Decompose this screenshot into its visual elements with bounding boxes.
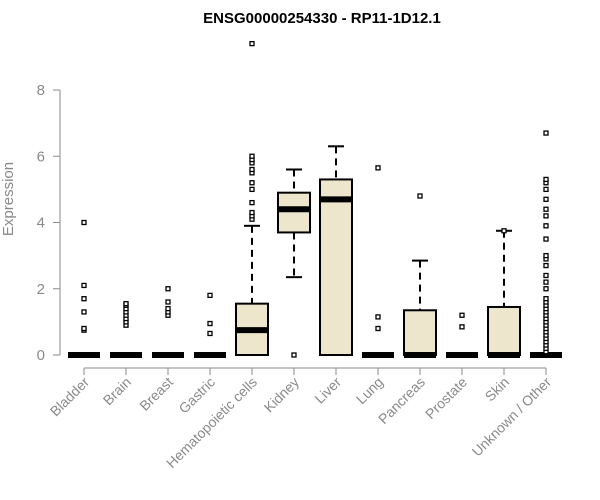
outlier-point xyxy=(165,299,171,305)
outlier-point xyxy=(249,40,255,47)
x-tick-label: Prostate xyxy=(422,374,470,422)
outlier-point xyxy=(81,309,87,315)
outlier-point xyxy=(249,186,255,193)
y-tick-label: 2 xyxy=(37,281,45,298)
outlier-point xyxy=(543,130,549,136)
y-axis: 0 2 4 6 8 xyxy=(37,82,61,364)
box-group-breast xyxy=(152,286,184,358)
outlier-point xyxy=(207,330,213,337)
boxes-group xyxy=(68,40,562,358)
box-group-brain xyxy=(110,301,142,358)
x-tick-label: Bladder xyxy=(47,374,93,420)
x-tick-label: Kidney xyxy=(261,374,303,416)
outlier-point xyxy=(81,282,87,289)
outlier-point xyxy=(165,305,171,312)
outlier-point xyxy=(543,186,549,193)
box-group-kidney xyxy=(277,168,311,358)
x-tick-label: Breast xyxy=(136,374,176,414)
box-group-gastric xyxy=(194,292,226,358)
outlier-point xyxy=(207,320,213,327)
box-body xyxy=(319,178,353,356)
box-group-lung xyxy=(362,165,394,358)
y-axis-label: Expression xyxy=(0,162,17,236)
outlier-point xyxy=(543,296,549,302)
y-tick-label: 6 xyxy=(37,148,45,165)
outlier-point xyxy=(543,272,549,279)
outlier-point xyxy=(81,325,87,332)
box-body xyxy=(277,191,311,234)
x-tick-label: Brain xyxy=(100,374,134,408)
outlier-point xyxy=(543,176,549,183)
outlier-point xyxy=(543,213,549,219)
outlier-point xyxy=(249,166,255,173)
box-group-hematopoietic-cells xyxy=(235,40,269,356)
outlier-point xyxy=(291,352,297,358)
outlier-point xyxy=(543,279,549,285)
outlier-point xyxy=(543,236,549,242)
chart-title: ENSG00000254330 - RP11-1D12.1 xyxy=(203,10,441,27)
outlier-point xyxy=(207,292,213,299)
outlier-point xyxy=(375,165,381,171)
box-group-prostate xyxy=(446,312,478,358)
outlier-point xyxy=(249,180,255,186)
outlier-point xyxy=(543,223,549,229)
y-tick-label: 8 xyxy=(37,82,45,99)
box-group-pancreas xyxy=(403,193,437,358)
outlier-point xyxy=(543,196,549,202)
outlier-point xyxy=(543,206,549,212)
outlier-point xyxy=(375,325,381,332)
outlier-point xyxy=(81,219,87,226)
outlier-point xyxy=(123,301,129,307)
box-group-skin xyxy=(487,228,521,358)
x-tick-label: Pancreas xyxy=(375,374,428,427)
box-body xyxy=(403,309,437,356)
box-group-unknown-other xyxy=(530,130,562,358)
outlier-point xyxy=(501,228,507,234)
box-group-bladder xyxy=(68,219,100,358)
box-group-liver xyxy=(319,145,353,356)
x-tick-label: Liver xyxy=(311,374,344,407)
outlier-point xyxy=(543,286,549,292)
y-tick-label: 0 xyxy=(37,347,45,364)
x-tick-label: Lung xyxy=(353,374,386,407)
outlier-point xyxy=(249,153,255,159)
outlier-point xyxy=(375,314,381,320)
outlier-point xyxy=(249,209,255,216)
outlier-point xyxy=(249,199,255,206)
x-tick-label: Unknown / Other xyxy=(469,374,555,460)
outlier-point xyxy=(543,252,549,259)
outlier-point xyxy=(165,286,171,292)
outlier-point xyxy=(459,312,465,318)
y-tick-label: 4 xyxy=(37,215,45,232)
outlier-point xyxy=(543,262,549,269)
x-tick-label: Skin xyxy=(482,374,513,405)
box-body xyxy=(487,305,521,356)
outlier-point xyxy=(417,193,423,199)
outlier-point xyxy=(81,296,87,302)
outlier-point xyxy=(459,324,465,330)
